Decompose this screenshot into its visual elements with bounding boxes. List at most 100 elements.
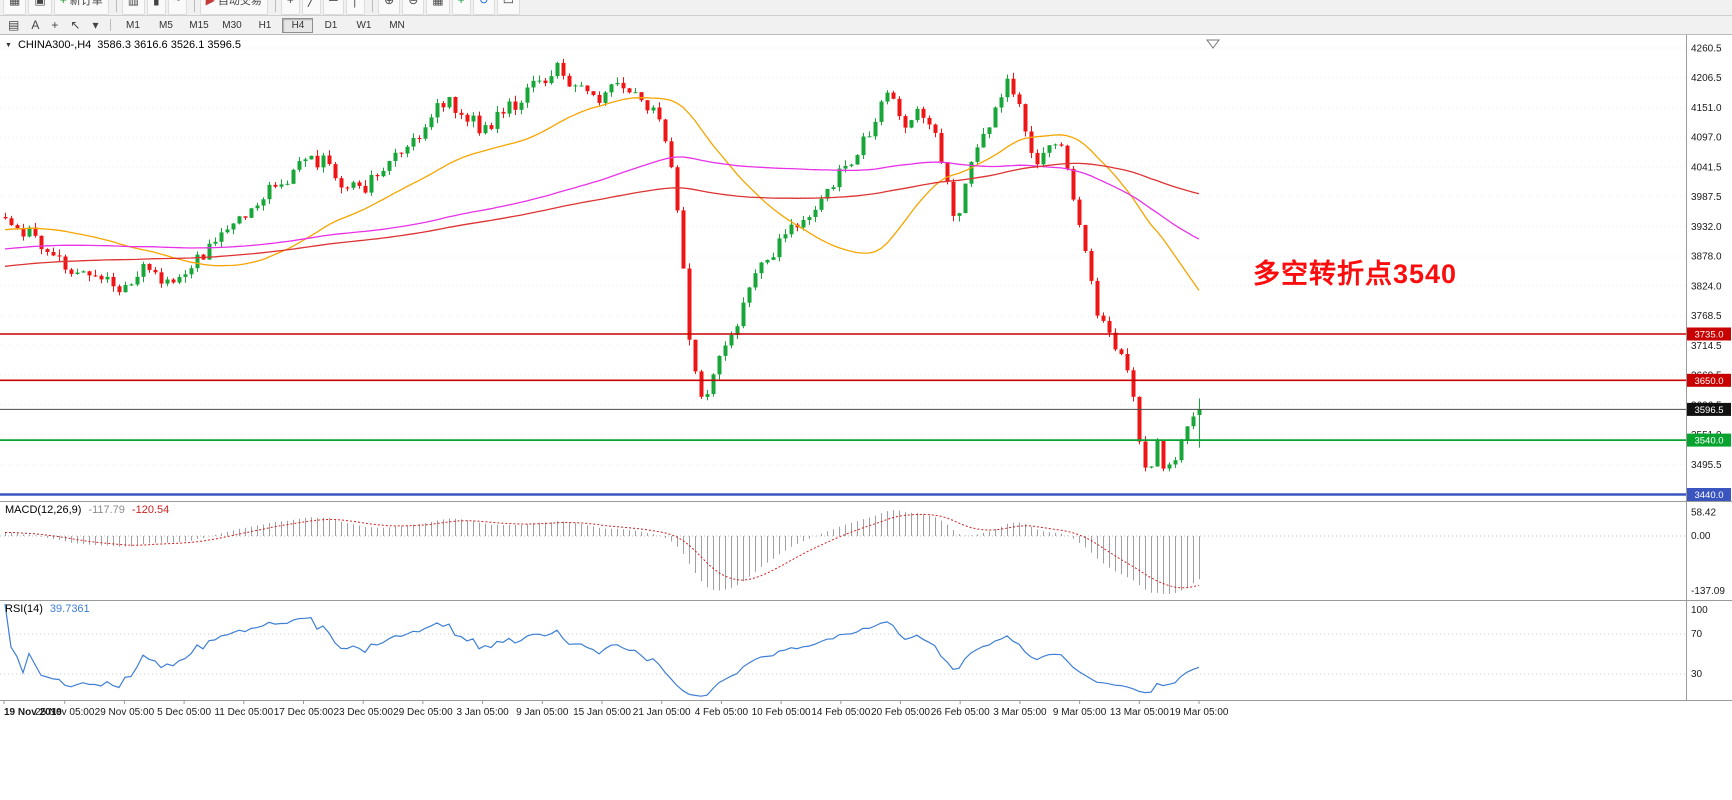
charts-window-button[interactable]: ▦ bbox=[3, 0, 27, 15]
vertical-line-tool-icon: │ bbox=[352, 0, 360, 6]
svg-text:4097.0: 4097.0 bbox=[1691, 133, 1722, 144]
market-watch-icon: ▣ bbox=[34, 0, 45, 6]
price-badge-3540.0[interactable]: 3540.0 bbox=[1687, 433, 1731, 447]
svg-text:3987.5: 3987.5 bbox=[1691, 192, 1722, 203]
crosshair-button[interactable]: + bbox=[280, 0, 300, 15]
toolbar-separator bbox=[193, 0, 195, 12]
macd-header: MACD(12,26,9) -117.79 -120.54 bbox=[5, 504, 169, 516]
svg-text:3768.5: 3768.5 bbox=[1691, 311, 1722, 322]
crosshair-tool-icon: + bbox=[51, 18, 59, 32]
chart-canvas[interactable]: 4260.5 4206.5 4151.0 4097.0 4041.5 3987.5 3932… bbox=[0, 35, 1732, 724]
chart-header: ▼ CHINA300-,H4 3586.3 3616.6 3526.1 3596… bbox=[5, 39, 241, 51]
timeframe-m30[interactable]: M30 bbox=[222, 19, 242, 31]
bar-chart-type-button[interactable]: ▥ bbox=[121, 0, 146, 15]
svg-text:4260.5: 4260.5 bbox=[1691, 44, 1722, 55]
svg-text:3 Jan 05:00: 3 Jan 05:00 bbox=[456, 707, 509, 718]
svg-text:3735.0: 3735.0 bbox=[1694, 329, 1723, 340]
price-badge-3650.0[interactable]: 3650.0 bbox=[1687, 373, 1731, 387]
candle-chart-type-button[interactable]: ▮ bbox=[147, 0, 166, 15]
svg-text:9 Jan 05:00: 9 Jan 05:00 bbox=[516, 707, 569, 718]
objects-dropdown-button[interactable]: ▾ bbox=[87, 15, 103, 35]
macd-label: MACD(12,26,9) bbox=[5, 504, 82, 516]
svg-text:3878.0: 3878.0 bbox=[1691, 252, 1722, 263]
svg-text:3824.0: 3824.0 bbox=[1691, 281, 1722, 292]
rsi-line bbox=[4, 603, 1200, 697]
autotrading-icon: ▶ bbox=[206, 0, 215, 6]
toolbar-separator bbox=[274, 0, 276, 12]
svg-text:3540.0: 3540.0 bbox=[1694, 436, 1723, 447]
svg-text:10 Feb 05:00: 10 Feb 05:00 bbox=[752, 707, 811, 718]
cursor-tool-icon: ↖ bbox=[70, 18, 81, 32]
market-watch-button[interactable]: ▣ bbox=[28, 0, 52, 15]
vertical-line-tool-button[interactable]: │ bbox=[345, 0, 366, 15]
timeframe-m5[interactable]: M5 bbox=[159, 19, 173, 31]
refresh-button[interactable]: ↻ bbox=[472, 0, 495, 15]
charts-window-icon: ▦ bbox=[9, 0, 20, 6]
svg-text:13 Mar 05:00: 13 Mar 05:00 bbox=[1110, 707, 1169, 718]
timeframe-h1[interactable]: H1 bbox=[258, 19, 272, 31]
chart-list-button[interactable]: ▤ bbox=[3, 15, 24, 35]
timeframe-mn[interactable]: MN bbox=[389, 19, 405, 31]
price-badge-3440.0[interactable]: 3440.0 bbox=[1687, 488, 1731, 501]
timeframe-d1[interactable]: D1 bbox=[324, 19, 338, 31]
bar-chart-type-icon: ▥ bbox=[128, 0, 139, 6]
ma-medium-line bbox=[4, 156, 1200, 250]
symbol-dropdown-icon[interactable]: ▼ bbox=[5, 41, 12, 49]
svg-text:3650.0: 3650.0 bbox=[1694, 376, 1723, 387]
rsi-header: RSI(14) 39.7361 bbox=[5, 603, 90, 615]
svg-text:3440.0: 3440.0 bbox=[1694, 490, 1723, 501]
rsi-label: RSI(14) bbox=[5, 603, 43, 615]
new-order-button[interactable]: +新订单 bbox=[53, 0, 109, 15]
svg-text:19 Mar 05:00: 19 Mar 05:00 bbox=[1170, 707, 1229, 718]
horizontal-line-tool-icon: ─ bbox=[329, 0, 338, 6]
full-screen-button[interactable]: ▭ bbox=[496, 0, 521, 15]
toolbar-separator bbox=[110, 19, 112, 31]
svg-text:4151.0: 4151.0 bbox=[1691, 103, 1722, 114]
trendline-tool-button[interactable]: ╱ bbox=[301, 0, 322, 15]
macd-signal-value: -120.54 bbox=[131, 504, 170, 516]
zoom-in-button[interactable]: ⊕ bbox=[378, 0, 401, 15]
svg-text:3596.5: 3596.5 bbox=[1694, 405, 1723, 416]
chart-shift-marker[interactable] bbox=[1206, 39, 1220, 49]
chart-area[interactable]: 4260.5 4206.5 4151.0 4097.0 4041.5 3987.5 3932… bbox=[0, 35, 1732, 800]
svg-text:23 Dec 05:00: 23 Dec 05:00 bbox=[333, 707, 393, 718]
current-price-badge[interactable]: 3596.5 bbox=[1687, 402, 1731, 416]
macd-main-value: -117.79 bbox=[88, 504, 125, 516]
svg-text:15 Jan 05:00: 15 Jan 05:00 bbox=[573, 707, 631, 718]
svg-text:20 Feb 05:00: 20 Feb 05:00 bbox=[871, 707, 930, 718]
svg-text:4206.5: 4206.5 bbox=[1691, 73, 1722, 84]
objects-dropdown-icon: ▾ bbox=[92, 18, 99, 32]
line-chart-type-icon: ~ bbox=[174, 0, 181, 6]
price-badge-3735.0[interactable]: 3735.0 bbox=[1687, 327, 1731, 341]
svg-text:21 Jan 05:00: 21 Jan 05:00 bbox=[633, 707, 691, 718]
price-axis-labels: 4260.5 4206.5 4151.0 4097.0 4041.5 3987.5 3932… bbox=[1691, 44, 1722, 501]
text-tool-button[interactable]: A bbox=[26, 15, 44, 35]
svg-text:3714.5: 3714.5 bbox=[1691, 341, 1722, 352]
refresh-icon: ↻ bbox=[479, 0, 489, 6]
timeframe-h4[interactable]: H4 bbox=[282, 17, 314, 33]
tile-windows-button[interactable]: ▦ bbox=[426, 0, 450, 15]
timeframe-m1[interactable]: M1 bbox=[126, 19, 140, 31]
autotrading-button[interactable]: ▶自动交易 bbox=[199, 0, 268, 15]
crosshair-icon: + bbox=[287, 0, 294, 6]
crosshair-tool-button[interactable]: + bbox=[46, 15, 63, 35]
timeframe-m15[interactable]: M15 bbox=[189, 19, 209, 31]
new-order-label: 新订单 bbox=[69, 0, 103, 7]
zoom-out-button[interactable]: ⊖ bbox=[402, 0, 425, 15]
zoom-in-icon: ⊕ bbox=[384, 0, 394, 6]
macd-signal-line bbox=[5, 513, 1200, 589]
candles-layer bbox=[3, 58, 1202, 472]
indicators-add-button[interactable]: + bbox=[451, 0, 471, 15]
cursor-tool-button[interactable]: ↖ bbox=[65, 15, 85, 35]
timeframe-w1[interactable]: W1 bbox=[356, 19, 372, 31]
chart-annotation[interactable]: 多空转折点3540 bbox=[1253, 259, 1458, 289]
ma-fast-line bbox=[4, 97, 1200, 291]
horizontal-line-tool-button[interactable]: ─ bbox=[323, 0, 344, 15]
toolbar-separator bbox=[372, 0, 374, 12]
svg-text:3 Mar 05:00: 3 Mar 05:00 bbox=[993, 707, 1047, 718]
svg-text:29 Nov 05:00: 29 Nov 05:00 bbox=[95, 707, 155, 718]
line-chart-type-button[interactable]: ~ bbox=[167, 0, 187, 15]
svg-text:25 Nov 05:00: 25 Nov 05:00 bbox=[35, 707, 95, 718]
svg-text:4 Feb 05:00: 4 Feb 05:00 bbox=[695, 707, 749, 718]
svg-text:26 Feb 05:00: 26 Feb 05:00 bbox=[931, 707, 990, 718]
